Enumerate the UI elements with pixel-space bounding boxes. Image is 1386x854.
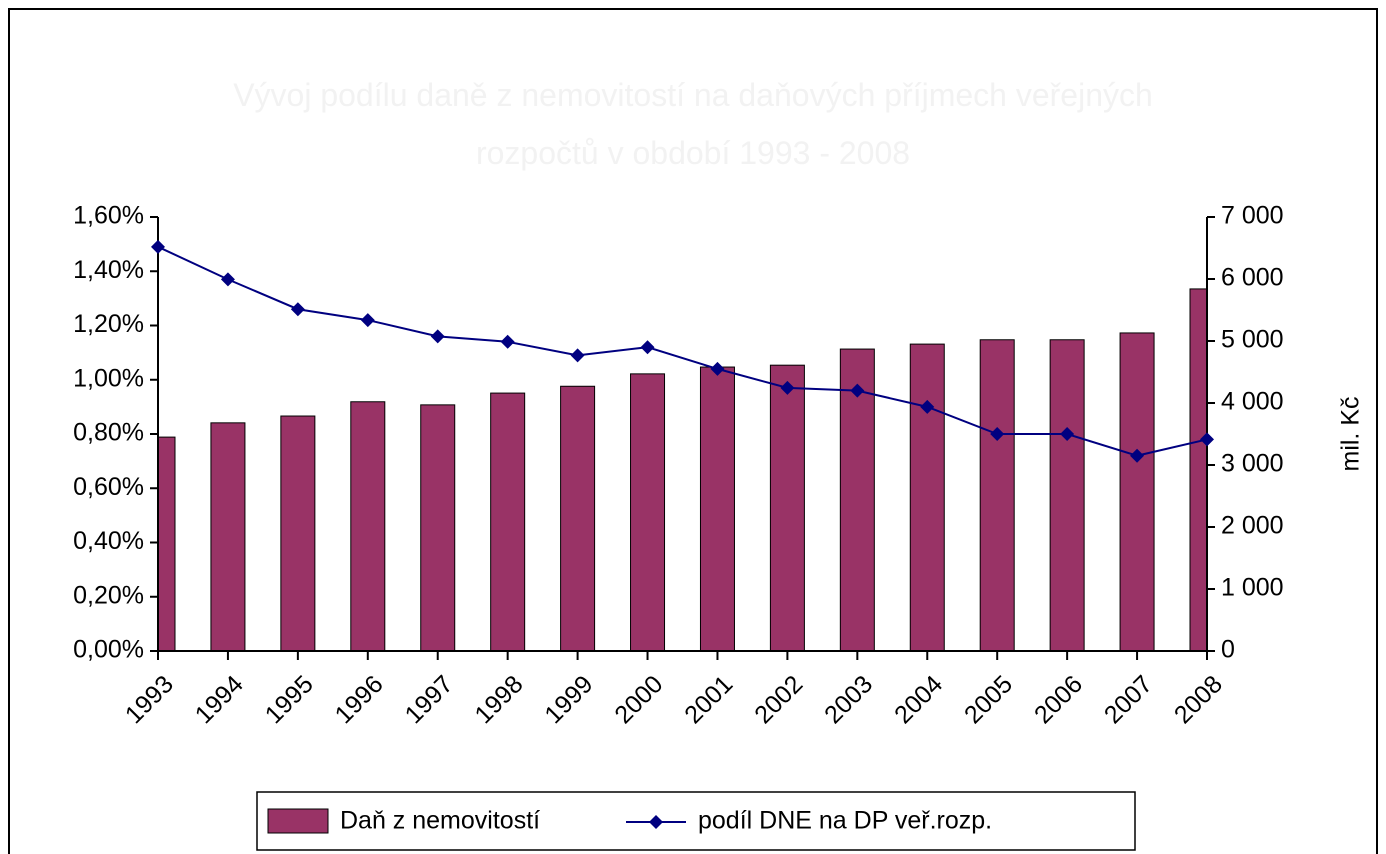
marker: [1200, 432, 1214, 447]
chart-title: Vývoj podílu daně z nemovitostí na daňov…: [233, 77, 1153, 171]
y2-tick-label: 6 000: [1221, 264, 1284, 292]
y2-tick-label: 4 000: [1221, 388, 1284, 416]
marker: [570, 348, 585, 363]
bar: [560, 385, 596, 651]
marker: [780, 380, 795, 395]
bar: [490, 392, 526, 651]
marker: [360, 313, 375, 328]
legend-label: Daň z nemovitostí: [340, 807, 540, 835]
y-tick-label: 1,40%: [73, 256, 144, 284]
bar: [630, 373, 666, 651]
y-tick-label: 0,60%: [73, 473, 144, 501]
marker: [1130, 448, 1145, 463]
bar: [839, 348, 875, 651]
bar: [909, 343, 945, 651]
bar: [280, 415, 316, 651]
y2-axis-label: mil. Kč: [1337, 397, 1365, 472]
bar: [1049, 339, 1085, 651]
y2-tick-label: 1 000: [1221, 574, 1284, 602]
marker: [151, 239, 165, 254]
bar: [158, 436, 176, 651]
y2-tick-label: 2 000: [1221, 512, 1284, 540]
y-tick-label: 1,00%: [73, 364, 144, 392]
bar: [979, 339, 1015, 651]
marker: [500, 334, 515, 349]
y-tick-label: 0,00%: [73, 636, 144, 664]
marker: [920, 399, 935, 414]
line: [157, 245, 1208, 457]
bar: [1119, 332, 1155, 651]
y-tick-label: 0,80%: [73, 419, 144, 447]
marker: [850, 383, 865, 398]
marker: [710, 361, 725, 376]
bar: [769, 364, 805, 651]
bar: [420, 404, 456, 651]
legend-box: [256, 791, 1136, 851]
y-tick-label: 1,20%: [73, 310, 144, 338]
marker: [640, 340, 655, 355]
legend-swatch: [267, 808, 329, 834]
y-tick-label: 1,60%: [73, 202, 144, 230]
marker: [290, 302, 305, 317]
marker: [430, 329, 445, 344]
y2-tick-label: 5 000: [1221, 326, 1284, 354]
marker: [220, 272, 235, 287]
y-tick-label: 0,20%: [73, 581, 144, 609]
legend-marker: [649, 815, 663, 829]
marker: [1060, 427, 1075, 441]
bar: [1189, 288, 1207, 651]
y2-tick-label: 7 000: [1221, 202, 1284, 230]
y-tick-label: 0,40%: [73, 527, 144, 555]
legend-label: podíl DNE na DP veř.rozp.: [698, 807, 992, 835]
y2-tick-label: 3 000: [1221, 450, 1284, 478]
bar: [699, 366, 735, 651]
bar: [350, 401, 386, 651]
y2-tick-label: 0: [1221, 636, 1235, 664]
bar: [210, 422, 246, 651]
marker: [990, 427, 1005, 441]
